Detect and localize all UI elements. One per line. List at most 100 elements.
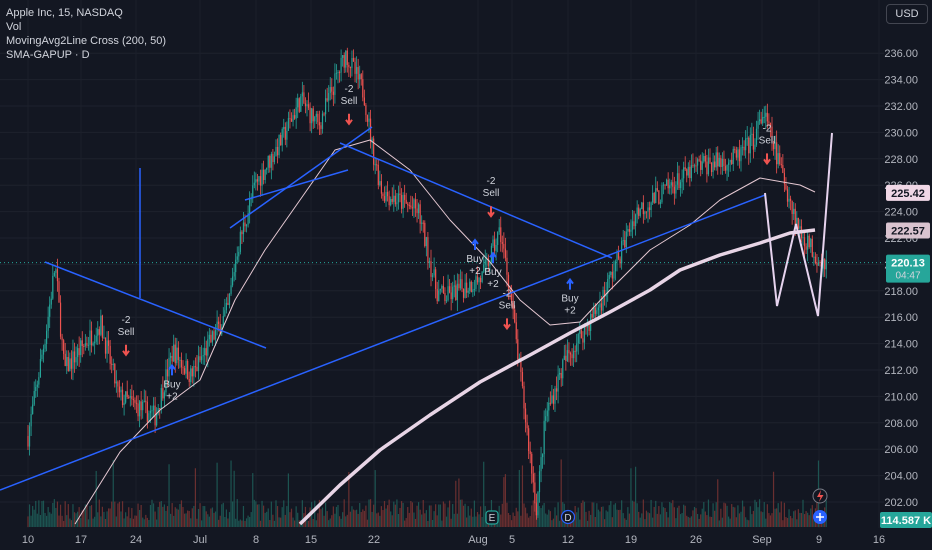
volume-bar <box>309 507 311 527</box>
volume-bar <box>518 469 520 527</box>
time-axis[interactable]: 10 17 24 Jul 8 15 22 Aug 5 12 19 26 Sep 9 16 <box>0 528 932 550</box>
volume-bar <box>63 520 65 527</box>
dividend-marker[interactable]: D <box>560 509 576 525</box>
trendline-july-support <box>244 169 349 201</box>
candle-body <box>266 167 268 170</box>
candle-body <box>295 107 297 119</box>
candle-body <box>131 396 133 399</box>
slow-ma-line <box>298 228 816 526</box>
candle-body <box>442 285 444 293</box>
volume-bar <box>256 504 258 527</box>
earnings-marker[interactable]: E <box>485 510 499 525</box>
volume-bar <box>222 502 224 527</box>
volume-bar <box>622 513 624 527</box>
trendline-drawings[interactable] <box>0 126 833 491</box>
volume-bar <box>658 506 660 527</box>
candle-body <box>796 217 798 225</box>
candle-body <box>717 152 719 167</box>
sell-arrow-icon <box>763 153 771 166</box>
candle-body <box>414 199 417 209</box>
volume-bar <box>126 516 128 527</box>
event-markers[interactable]: E D <box>485 488 828 525</box>
volume-bar <box>294 520 296 527</box>
volume-legend[interactable]: Vol <box>6 21 22 33</box>
candle-body <box>529 451 531 454</box>
volume-bar <box>261 500 263 527</box>
candle-body <box>263 169 265 181</box>
candle-body <box>418 204 420 214</box>
candle-body <box>633 221 635 227</box>
volume-bar <box>207 514 209 527</box>
candle-body <box>608 274 610 279</box>
candle-body <box>759 119 761 122</box>
candlesticks <box>27 47 827 520</box>
volume-bar <box>32 505 34 527</box>
volume-bar <box>796 519 798 527</box>
volume-bar <box>473 500 475 527</box>
candle-body <box>534 482 536 504</box>
candle-body <box>411 207 413 209</box>
candle-body <box>819 262 821 264</box>
currency-button[interactable]: USD <box>886 4 928 24</box>
candle-body <box>583 325 586 343</box>
indicator-legend-sma-gapup[interactable]: SMA-GAPUP · D <box>6 49 90 61</box>
volume-bar <box>805 511 807 527</box>
volume-bar <box>182 507 184 527</box>
candle-body <box>210 334 212 343</box>
candle-body <box>70 358 72 369</box>
buy-arrow-icon <box>168 363 176 376</box>
candle-body <box>382 193 384 197</box>
candle-body <box>748 137 750 154</box>
volume-bar <box>478 514 480 527</box>
volume-bar <box>695 508 697 527</box>
candle-body <box>763 116 765 118</box>
volume-bar <box>354 510 356 527</box>
volume-bar <box>359 503 361 527</box>
candle-body <box>160 388 162 409</box>
volume-bar <box>338 516 341 527</box>
volume-bar <box>616 509 618 527</box>
candle-body <box>718 157 720 167</box>
candle-body <box>576 343 578 352</box>
time-tick-label: 10 <box>22 534 34 546</box>
candle-body <box>377 164 379 186</box>
indicator-legend-ma-cross[interactable]: MovingAvg2Line Cross (200, 50) <box>6 35 166 47</box>
volume-bar <box>449 500 451 527</box>
volume-bar <box>676 507 679 527</box>
candle-body <box>721 158 723 167</box>
candle-body <box>466 282 468 293</box>
volume-bar <box>579 519 581 527</box>
candle-body <box>191 368 193 377</box>
candle-body <box>404 194 406 200</box>
time-tick-label: 12 <box>562 534 574 546</box>
candle-body <box>695 165 697 167</box>
candle-body <box>255 179 257 183</box>
volume-bar <box>675 518 677 527</box>
candle-body <box>335 72 338 74</box>
volume-bar <box>807 512 809 527</box>
candle-body <box>580 330 582 339</box>
alert-icon[interactable] <box>812 488 828 504</box>
candle-body <box>42 348 45 355</box>
volume-bar <box>638 511 640 527</box>
candle-body <box>427 237 429 263</box>
volume-bar <box>72 504 74 527</box>
candle-body <box>283 126 285 130</box>
volume-bar <box>132 518 134 527</box>
candle-body <box>214 329 217 340</box>
volume-bar <box>431 519 434 527</box>
symbol-title[interactable]: Apple Inc, 15, NASDAQ <box>6 7 123 19</box>
volume-bar <box>52 502 54 527</box>
volume-bar <box>128 507 130 527</box>
candle-body <box>692 165 694 167</box>
candle-body <box>504 248 506 258</box>
candle-body <box>532 473 534 483</box>
slow-ma-price-tag-background <box>886 222 930 239</box>
add-indicator-icon[interactable] <box>813 510 827 524</box>
candle-body <box>369 118 372 143</box>
volume-bar <box>524 507 527 527</box>
volume-bar <box>435 504 437 527</box>
candle-body <box>284 126 286 140</box>
chart-legend[interactable]: Apple Inc, 15, NASDAQ Vol MovingAvg2Line… <box>6 6 166 62</box>
